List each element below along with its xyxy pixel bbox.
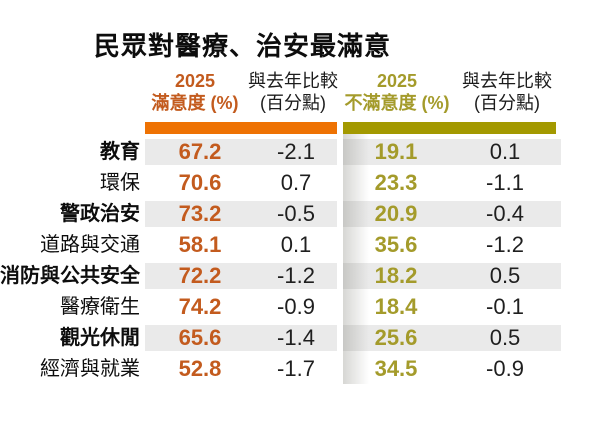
dissatisfaction-cells: 25.6 0.5 <box>343 325 561 351</box>
satisfaction-cells: 58.1 0.1 <box>145 232 337 258</box>
satisfaction-value: 72.2 <box>178 263 222 288</box>
dissatisfaction-value: 18.4 <box>374 294 418 319</box>
dissatisfaction-change-value: 0.5 <box>489 325 521 350</box>
satisfaction-cells: 73.2 -0.5 <box>145 201 337 227</box>
satisfaction-value: 73.2 <box>178 201 222 226</box>
satisfaction-cells: 52.8 -1.7 <box>145 356 337 382</box>
dissatisfaction-change-value: -0.1 <box>486 294 524 319</box>
dissatisfaction-cells: 19.1 0.1 <box>343 139 561 165</box>
table-row: 道路與交通 58.1 0.1 35.6 -1.2 <box>0 232 600 258</box>
header-dissatisfaction-change-line2: (百分點) <box>474 93 540 113</box>
row-label: 環保 <box>100 172 140 194</box>
satisfaction-cells: 72.2 -1.2 <box>145 263 337 289</box>
dissatisfaction-change-value: -1.2 <box>486 232 524 257</box>
table-rows: 教育 67.2 -2.1 19.1 0.1 環保 70.6 0.7 23.3 -… <box>0 139 600 387</box>
dissatisfaction-value: 18.2 <box>374 263 418 288</box>
table-row: 醫療衛生 74.2 -0.9 18.4 -0.1 <box>0 294 600 320</box>
dissatisfaction-header-bar <box>343 122 556 134</box>
table-row: 環保 70.6 0.7 23.3 -1.1 <box>0 170 600 196</box>
header-dissatisfaction-change: 與去年比較 (百分點) <box>452 70 562 114</box>
satisfaction-change-value: -1.4 <box>277 325 315 350</box>
satisfaction-value: 67.2 <box>178 139 222 164</box>
satisfaction-value: 70.6 <box>178 170 222 195</box>
table-row: 經濟與就業 52.8 -1.7 34.5 -0.9 <box>0 356 600 382</box>
satisfaction-cells: 70.6 0.7 <box>145 170 337 196</box>
table-row: 教育 67.2 -2.1 19.1 0.1 <box>0 139 600 165</box>
header-satisfaction-change-line2: (百分點) <box>260 93 326 113</box>
dissatisfaction-value: 34.5 <box>374 356 418 381</box>
row-label: 警政治安 <box>60 203 140 225</box>
header-dissatisfaction-change-line1: 與去年比較 <box>462 71 552 91</box>
dissatisfaction-change-value: 0.5 <box>489 263 521 288</box>
satisfaction-change-value: -1.2 <box>277 263 315 288</box>
dissatisfaction-change-value: -1.1 <box>486 170 524 195</box>
satisfaction-header-bar <box>145 122 337 134</box>
dissatisfaction-value: 19.1 <box>374 139 418 164</box>
header-satisfaction-label: 滿意度 (%) <box>151 93 239 113</box>
dissatisfaction-cells: 35.6 -1.2 <box>343 232 561 258</box>
dissatisfaction-cells: 18.4 -0.1 <box>343 294 561 320</box>
header-satisfaction: 2025 滿意度 (%) <box>135 70 255 114</box>
satisfaction-change-value: -0.9 <box>277 294 315 319</box>
dissatisfaction-cells: 18.2 0.5 <box>343 263 561 289</box>
header-satisfaction-year: 2025 <box>174 71 216 91</box>
satisfaction-cells: 65.6 -1.4 <box>145 325 337 351</box>
header-dissatisfaction-label: 不滿意度 (%) <box>344 93 450 113</box>
dissatisfaction-value: 23.3 <box>374 170 418 195</box>
header-satisfaction-change-line1: 與去年比較 <box>248 71 338 91</box>
satisfaction-change-value: -0.5 <box>277 201 315 226</box>
header-dissatisfaction-year: 2025 <box>376 71 418 91</box>
dissatisfaction-value: 25.6 <box>374 325 418 350</box>
table-row: 警政治安 73.2 -0.5 20.9 -0.4 <box>0 201 600 227</box>
header-dissatisfaction: 2025 不滿意度 (%) <box>337 70 457 114</box>
row-label: 消防與公共安全 <box>0 265 140 287</box>
satisfaction-value: 58.1 <box>178 232 222 257</box>
header-satisfaction-change: 與去年比較 (百分點) <box>238 70 348 114</box>
dissatisfaction-cells: 23.3 -1.1 <box>343 170 561 196</box>
table-row: 觀光休閒 65.6 -1.4 25.6 0.5 <box>0 325 600 351</box>
table-row: 消防與公共安全 72.2 -1.2 18.2 0.5 <box>0 263 600 289</box>
row-label: 道路與交通 <box>40 234 140 256</box>
dissatisfaction-cells: 34.5 -0.9 <box>343 356 561 382</box>
dissatisfaction-value: 20.9 <box>374 201 418 226</box>
dissatisfaction-change-value: 0.1 <box>489 139 521 164</box>
dissatisfaction-change-value: -0.9 <box>486 356 524 381</box>
dissatisfaction-change-value: -0.4 <box>486 201 524 226</box>
row-label: 經濟與就業 <box>40 358 140 380</box>
satisfaction-change-value: -1.7 <box>277 356 315 381</box>
satisfaction-change-value: -2.1 <box>277 139 315 164</box>
satisfaction-cells: 67.2 -2.1 <box>145 139 337 165</box>
satisfaction-value: 74.2 <box>178 294 222 319</box>
satisfaction-change-value: 0.7 <box>280 170 312 195</box>
satisfaction-value: 65.6 <box>178 325 222 350</box>
dissatisfaction-value: 35.6 <box>374 232 418 257</box>
dissatisfaction-cells: 20.9 -0.4 <box>343 201 561 227</box>
satisfaction-cells: 74.2 -0.9 <box>145 294 337 320</box>
page-title: 民眾對醫療、治安最滿意 <box>94 31 392 61</box>
satisfaction-change-value: 0.1 <box>280 232 312 257</box>
row-label: 醫療衛生 <box>60 296 140 318</box>
satisfaction-value: 52.8 <box>178 356 222 381</box>
row-label: 觀光休閒 <box>60 327 140 349</box>
row-label: 教育 <box>100 141 140 163</box>
